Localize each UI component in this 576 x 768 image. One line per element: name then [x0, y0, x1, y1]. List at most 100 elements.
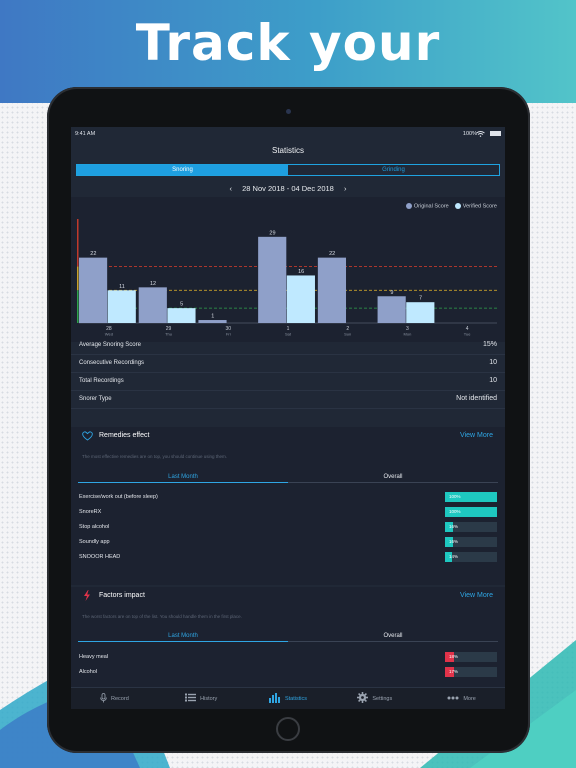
date-range-selector: ‹ 28 Nov 2018 - 04 Dec 2018 › — [71, 182, 505, 196]
chevron-right-icon[interactable]: › — [343, 184, 347, 193]
chart-bar — [317, 257, 347, 323]
date-range-label: 28 Nov 2018 - 04 Dec 2018 — [242, 184, 334, 193]
data-label: 9 — [390, 290, 393, 296]
tab-record[interactable]: Record — [71, 688, 158, 709]
chart-bar — [138, 287, 167, 323]
x-tick-day: Sun — [344, 332, 351, 337]
effect-row: Exercise/work out (before sleep) 100% — [71, 490, 505, 505]
effect-bar-fill — [445, 492, 497, 502]
effect-bar: 100% — [445, 492, 497, 502]
effect-row: Alcohol 17% — [71, 665, 505, 680]
summary-value: 15% — [482, 341, 497, 348]
remedies-card: Remedies effect View More The most effec… — [71, 427, 505, 585]
tab-statistics[interactable]: Statistics — [245, 688, 332, 709]
segment-snoring[interactable]: Snoring — [77, 165, 288, 175]
effect-bar: 16% — [445, 537, 497, 547]
effect-bar-fill — [445, 652, 455, 662]
data-label: 16 — [298, 269, 304, 275]
tab-history[interactable]: History — [158, 688, 245, 709]
data-label: 29 — [269, 230, 275, 236]
x-tick-date: 28 — [106, 326, 112, 332]
x-tick-day: Wed — [105, 332, 113, 337]
remedies-view-more-link[interactable]: View More — [460, 432, 493, 439]
effect-name: Stop alcohol — [79, 524, 110, 530]
summary-value: 10 — [489, 359, 497, 366]
effect-percent: 18% — [449, 654, 459, 659]
effect-bar-fill — [445, 522, 454, 532]
x-tick-date: 29 — [166, 326, 172, 332]
factors-view-more-link[interactable]: View More — [460, 592, 493, 599]
summary-value: Not identified — [456, 395, 497, 402]
effect-bar-fill — [445, 537, 454, 547]
legend-original-label: Original Score — [413, 203, 449, 210]
effect-percent: 14% — [449, 554, 459, 559]
chart-bar — [286, 275, 315, 323]
remedies-tabs: Last Month Overall — [78, 473, 498, 483]
summary-label: Snorer Type — [79, 396, 112, 402]
tab-settings-label: Settings — [372, 695, 393, 702]
tab-settings[interactable]: Settings — [331, 688, 418, 709]
promo-banner — [0, 0, 576, 103]
legend-verified-label: Verified Score — [462, 203, 497, 210]
x-tick-date: 30 — [226, 326, 232, 332]
app-screen: 9:41 AM 100% Statistics Snoring Grinding… — [71, 127, 505, 709]
x-tick-day: Mon — [404, 332, 412, 337]
chart-bar — [198, 320, 227, 323]
x-tick-day: Thu — [165, 332, 172, 337]
data-label: 12 — [150, 281, 156, 287]
factors-tab-last-month[interactable]: Last Month — [78, 632, 288, 642]
chart-bar — [107, 290, 136, 323]
summary-value: 10 — [489, 377, 497, 384]
wifi-icon — [476, 131, 485, 139]
microphone-icon — [100, 692, 107, 705]
chart-bar — [79, 257, 108, 323]
factors-tab-overall[interactable]: Overall — [288, 632, 498, 642]
tab-record-label: Record — [111, 695, 129, 702]
remedies-tab-last-month[interactable]: Last Month — [78, 473, 288, 483]
effect-bar: 16% — [445, 522, 497, 532]
data-label: 22 — [329, 251, 335, 257]
effect-row: Heavy meal 18% — [71, 650, 505, 665]
remedies-title: Remedies effect — [99, 432, 150, 439]
tab-more[interactable]: More — [418, 688, 505, 709]
tab-more-label: More — [463, 695, 476, 702]
summary-row: Total Recordings 10 — [71, 373, 505, 391]
effect-percent: 17% — [449, 669, 459, 674]
chevron-left-icon[interactable]: ‹ — [229, 184, 233, 193]
x-tick-day: Fri — [226, 332, 231, 337]
tab-history-label: History — [200, 695, 218, 702]
summary-row: Consecutive Recordings 10 — [71, 355, 505, 373]
tab-statistics-label: Statistics — [284, 695, 307, 702]
x-tick-date: 1 — [287, 326, 290, 332]
legend-verified-swatch — [454, 203, 461, 209]
severity-band-high — [77, 219, 79, 267]
summary-row: Average Snoring Score 15% — [71, 337, 505, 355]
battery-icon — [490, 131, 501, 136]
gear-icon — [357, 692, 369, 705]
chart-bar — [258, 236, 287, 323]
effect-bar: 18% — [445, 652, 497, 662]
factors-note: The worst factors are on top of the list… — [82, 614, 242, 619]
data-label: 7 — [419, 296, 422, 302]
battery-percent: 100% — [462, 131, 477, 137]
effect-bar: 14% — [445, 552, 497, 562]
data-label: 5 — [180, 302, 183, 308]
summary-list: Average Snoring Score 15% Consecutive Rec… — [71, 337, 505, 409]
effect-name: Alcohol — [79, 669, 98, 675]
effect-row: SNOOOR HEAD 14% — [71, 550, 505, 565]
remedies-tab-overall[interactable]: Overall — [288, 473, 498, 483]
bottom-tab-bar: Record History Statistics Settings More — [71, 687, 505, 709]
data-label: 1 — [211, 314, 214, 320]
effect-bar: 100% — [445, 507, 497, 517]
chart-bar — [377, 296, 406, 323]
home-button[interactable] — [276, 717, 300, 741]
effect-percent: 16% — [449, 524, 459, 529]
summary-row: Snorer Type Not identified — [71, 391, 505, 409]
lightning-icon — [83, 590, 91, 603]
score-bar-chart: 221128Wed12529Thu130Fri29161Sat222Sun973… — [77, 219, 497, 337]
chart-bar — [406, 302, 435, 323]
status-time: 9:41 AM — [75, 131, 96, 137]
list-icon — [185, 693, 197, 704]
segment-grinding[interactable]: Grinding — [382, 167, 405, 173]
effect-name: SnoreRX — [79, 509, 102, 515]
